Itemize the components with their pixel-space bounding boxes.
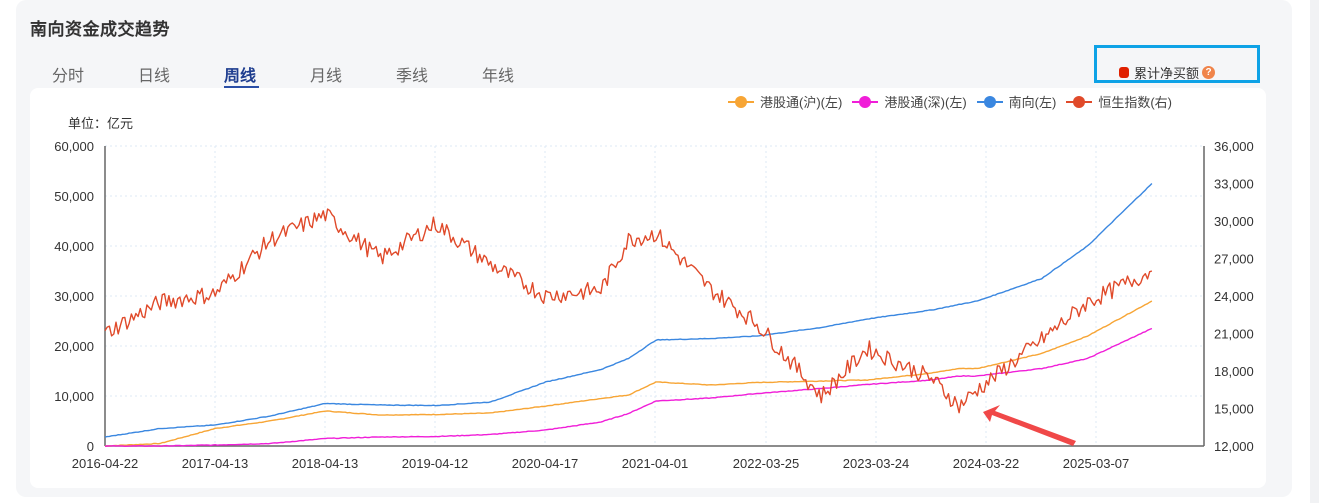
- series-港股通(沪)(左): [104, 300, 1153, 447]
- legend-item-hsi[interactable]: 恒生指数(右): [1066, 92, 1172, 111]
- tab-minute[interactable]: 分时: [52, 68, 85, 85]
- period-tabs: 分时 日线 周线 月线 季线 年线: [52, 62, 568, 88]
- legend-label: 港股通(深)(左): [884, 95, 967, 110]
- legend-label: 南向(左): [1008, 95, 1057, 110]
- svg-text:2018-04-13: 2018-04-13: [292, 456, 359, 471]
- svg-text:0: 0: [87, 439, 94, 454]
- series-lines: [104, 183, 1153, 447]
- svg-text:20,000: 20,000: [54, 339, 94, 354]
- legend-item-sh[interactable]: 港股通(沪)(左): [728, 92, 842, 111]
- svg-text:60,000: 60,000: [54, 139, 94, 154]
- legend-line-dot-icon: [976, 95, 1003, 108]
- svg-text:2019-04-12: 2019-04-12: [402, 456, 469, 471]
- svg-text:50,000: 50,000: [54, 189, 94, 204]
- svg-text:2021-04-01: 2021-04-01: [622, 456, 689, 471]
- svg-text:15,000: 15,000: [1214, 402, 1254, 417]
- tab-daily[interactable]: 日线: [138, 68, 171, 85]
- svg-text:2023-03-24: 2023-03-24: [843, 456, 910, 471]
- svg-text:36,000: 36,000: [1214, 139, 1254, 154]
- grid-lines: [105, 145, 1204, 446]
- svg-text:24,000: 24,000: [1214, 289, 1254, 304]
- page-title: 南向资金成交趋势: [30, 20, 170, 39]
- svg-text:2024-03-22: 2024-03-22: [953, 456, 1020, 471]
- svg-text:40,000: 40,000: [54, 239, 94, 254]
- tab-weekly[interactable]: 周线: [224, 62, 310, 88]
- svg-text:2022-03-25: 2022-03-25: [733, 456, 800, 471]
- red-square-icon: [1119, 67, 1129, 78]
- legend-item-sz[interactable]: 港股通(深)(左): [852, 92, 967, 111]
- svg-text:2020-04-17: 2020-04-17: [512, 456, 579, 471]
- legend-line-dot-icon: [852, 95, 879, 108]
- axis-labels: 0 10,000 20,000 30,000 40,000 50,000 60,000 12,…: [54, 139, 1254, 471]
- svg-text:33,000: 33,000: [1214, 177, 1254, 192]
- tab-monthly[interactable]: 月线: [310, 68, 343, 85]
- highlight-box: [1094, 45, 1260, 83]
- svg-text:27,000: 27,000: [1214, 252, 1254, 267]
- svg-text:18,000: 18,000: [1214, 364, 1254, 379]
- annotation-arrow-icon: [983, 405, 1076, 446]
- svg-text:2017-04-13: 2017-04-13: [182, 456, 249, 471]
- svg-text:2016-04-22: 2016-04-22: [72, 456, 139, 471]
- question-icon[interactable]: ?: [1202, 66, 1216, 79]
- svg-text:30,000: 30,000: [1214, 214, 1254, 229]
- legend-label: 恒生指数(右): [1098, 95, 1172, 110]
- svg-text:12,000: 12,000: [1214, 439, 1254, 454]
- scroll-strip: [1310, 0, 1319, 503]
- svg-text:21,000: 21,000: [1214, 327, 1254, 342]
- legend-label: 港股通(沪)(左): [760, 95, 843, 110]
- legend-line-dot-icon: [1066, 95, 1093, 108]
- chart-legend: 港股通(沪)(左) 港股通(深)(左) 南向(左) 恒生指数(右): [728, 92, 1172, 111]
- tab-quarterly[interactable]: 季线: [396, 68, 429, 85]
- svg-text:10,000: 10,000: [54, 389, 94, 404]
- axes: [104, 146, 1205, 447]
- series-南向(左): [104, 183, 1153, 438]
- legend-item-southbound[interactable]: 南向(左): [976, 92, 1057, 111]
- svg-text:30,000: 30,000: [54, 289, 94, 304]
- unit-label: 单位：亿元: [68, 116, 134, 131]
- tab-yearly[interactable]: 年线: [482, 68, 515, 85]
- cumulative-net-buy-toggle[interactable]: 累计净买额 ?: [1119, 63, 1216, 82]
- svg-text:2025-03-07: 2025-03-07: [1063, 456, 1130, 471]
- series-港股通(深)(左): [104, 327, 1153, 447]
- series-恒生指数(右): [104, 208, 1153, 414]
- legend-line-dot-icon: [728, 95, 754, 108]
- cumulative-label: 累计净买额: [1134, 66, 1200, 81]
